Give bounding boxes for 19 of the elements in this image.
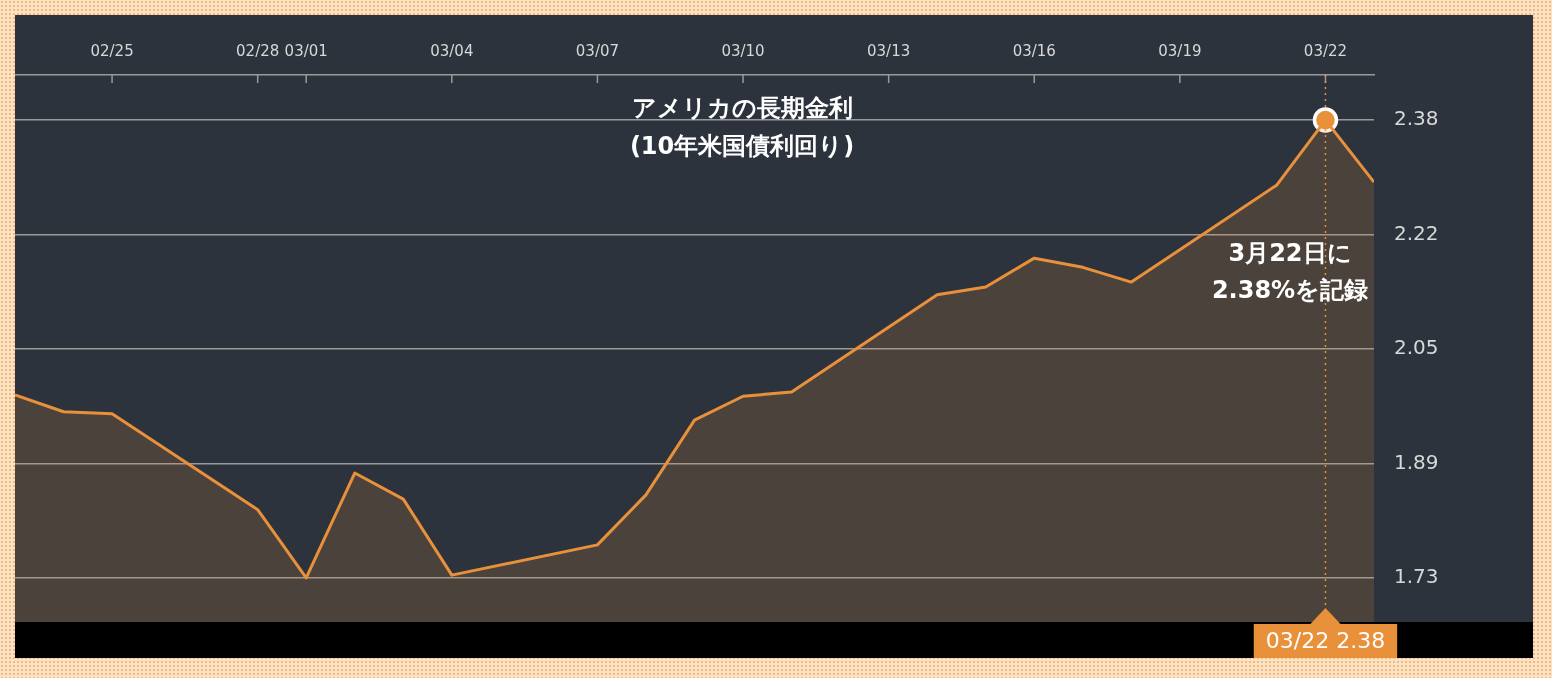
text: アメリカの長期金利 bbox=[631, 94, 853, 123]
x-tick-label: 02/28 bbox=[236, 41, 280, 60]
ref-line-label: 03/22 2.38 bbox=[1265, 627, 1386, 653]
y-tick-label: 2.22 bbox=[1394, 220, 1439, 245]
x-tick-label: 03/19 bbox=[1158, 41, 1202, 60]
y-tick-label: 2.05 bbox=[1394, 335, 1439, 360]
annotation: 3月22日に 2.38%を記録 bbox=[1211, 238, 1369, 304]
y-tick-label: 1.89 bbox=[1394, 449, 1439, 474]
y-tick-label: 1.73 bbox=[1394, 564, 1439, 589]
x-tick-label: 03/22 bbox=[1303, 41, 1348, 60]
x-tick-label: 03/04 bbox=[430, 41, 474, 60]
x-tick-label: 03/10 bbox=[721, 41, 765, 60]
x-tick-label: 03/01 bbox=[284, 41, 328, 60]
x-tick-label: 03/07 bbox=[575, 41, 620, 60]
y-tick-label: 2.38 bbox=[1394, 106, 1439, 131]
text: (10年米国債利回り) bbox=[629, 132, 855, 161]
x-tick-label: 03/13 bbox=[867, 41, 911, 60]
x-tick-label: 02/25 bbox=[90, 41, 134, 60]
x-tick-label: 03/16 bbox=[1012, 41, 1056, 60]
